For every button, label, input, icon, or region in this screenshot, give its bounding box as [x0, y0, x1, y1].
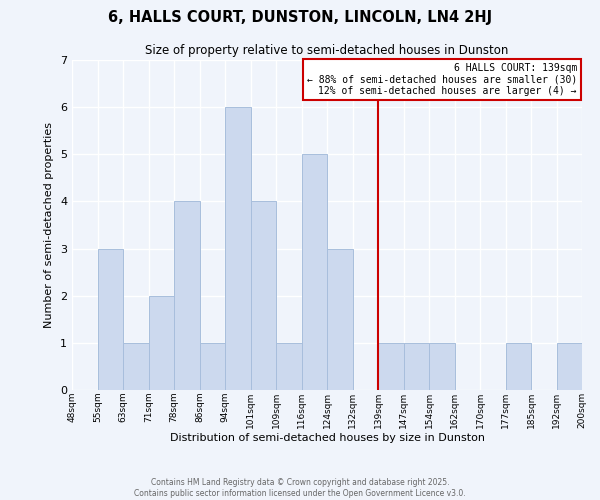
Title: Size of property relative to semi-detached houses in Dunston: Size of property relative to semi-detach…: [145, 44, 509, 58]
Bar: [404, 343, 429, 390]
Bar: [429, 343, 455, 390]
Bar: [557, 343, 582, 390]
Bar: [174, 202, 199, 390]
Text: Contains HM Land Registry data © Crown copyright and database right 2025.
Contai: Contains HM Land Registry data © Crown c…: [134, 478, 466, 498]
Bar: [505, 343, 531, 390]
Bar: [97, 248, 123, 390]
Y-axis label: Number of semi-detached properties: Number of semi-detached properties: [44, 122, 55, 328]
Bar: [378, 343, 404, 390]
X-axis label: Distribution of semi-detached houses by size in Dunston: Distribution of semi-detached houses by …: [170, 434, 485, 444]
Bar: [302, 154, 327, 390]
Text: 6, HALLS COURT, DUNSTON, LINCOLN, LN4 2HJ: 6, HALLS COURT, DUNSTON, LINCOLN, LN4 2H…: [108, 10, 492, 25]
Bar: [123, 343, 149, 390]
Bar: [327, 248, 353, 390]
Bar: [251, 202, 276, 390]
Bar: [199, 343, 225, 390]
Bar: [225, 107, 251, 390]
Bar: [276, 343, 302, 390]
Bar: [149, 296, 174, 390]
Text: 6 HALLS COURT: 139sqm
← 88% of semi-detached houses are smaller (30)
12% of semi: 6 HALLS COURT: 139sqm ← 88% of semi-deta…: [307, 64, 577, 96]
